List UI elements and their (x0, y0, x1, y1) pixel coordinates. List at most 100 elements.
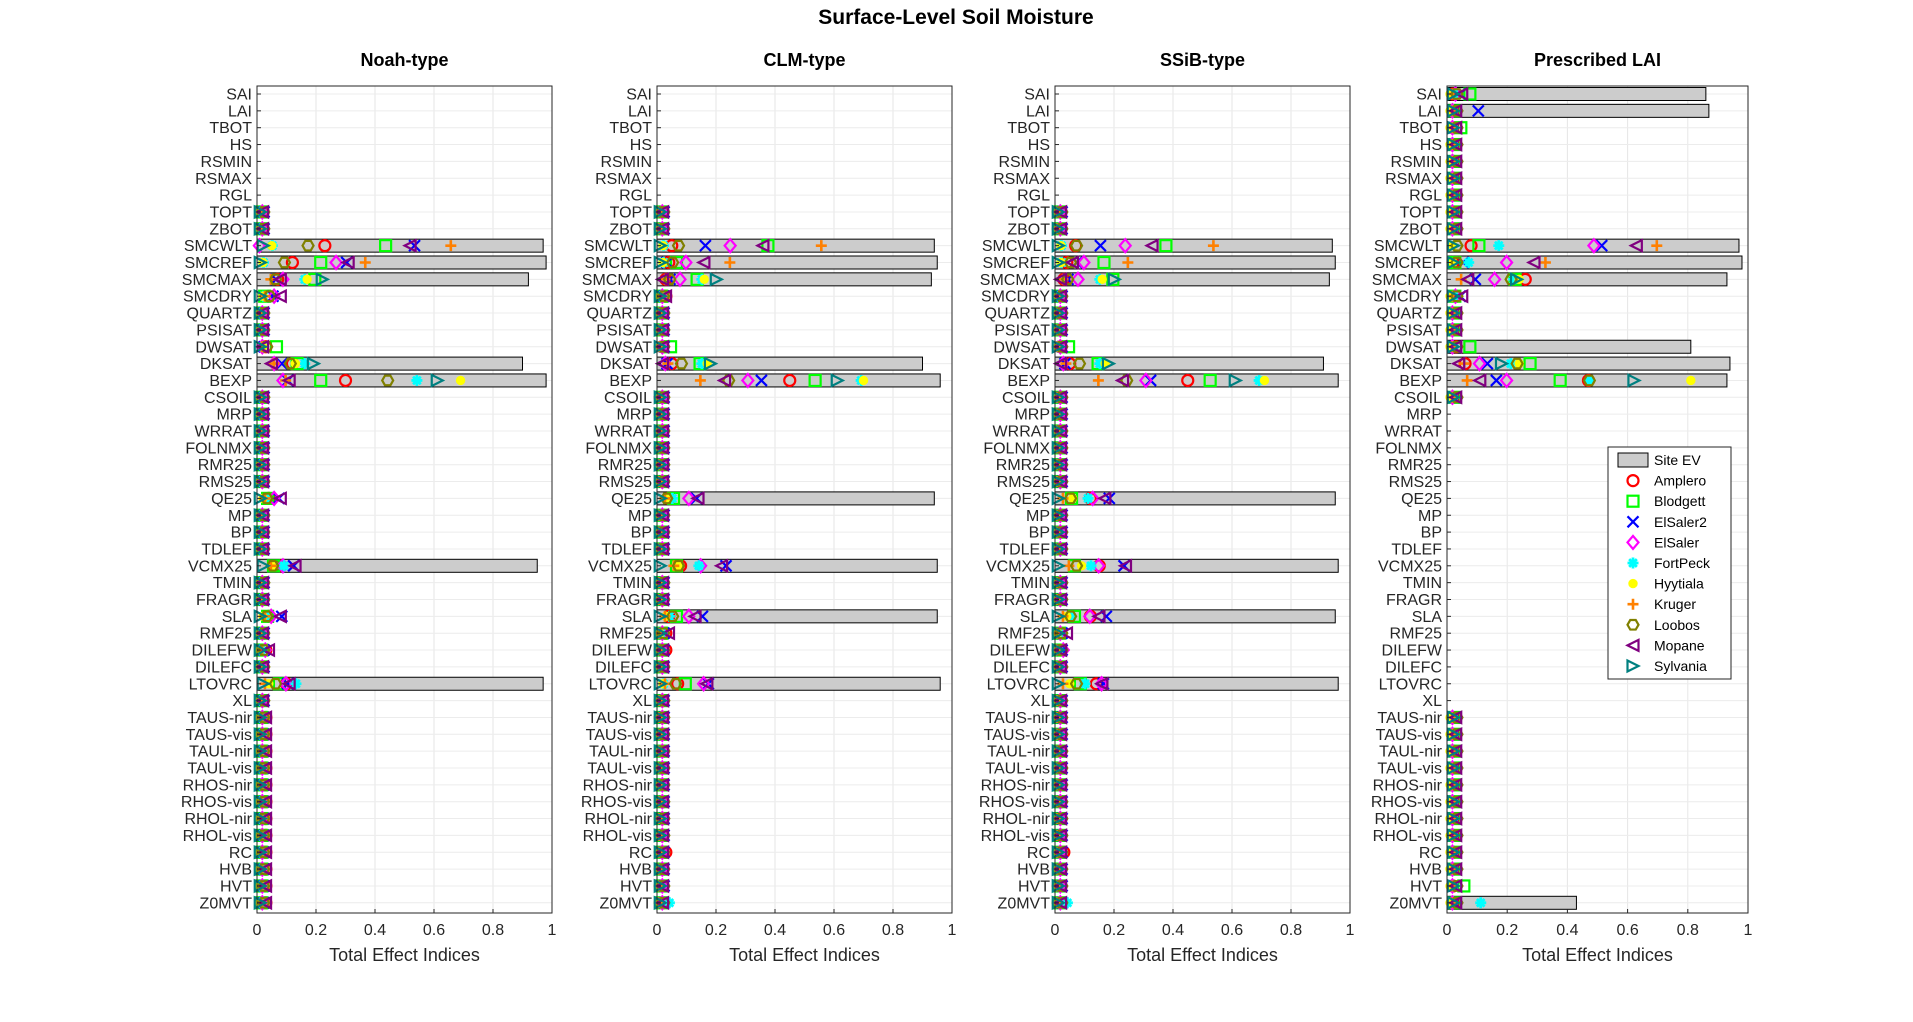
point-sylvania-quartz (253, 305, 269, 321)
point-mopane-rmf25 (660, 625, 676, 641)
series-sylvania (1051, 204, 1244, 911)
point-sylvania-rms25 (253, 474, 269, 489)
y-tick-label-taus-nir: TAUS-nir (587, 710, 652, 727)
point-sylvania-smcref (653, 255, 669, 270)
point-mopane-smcmax (272, 272, 287, 287)
point-sylvania-taus-vis (1051, 727, 1067, 742)
subplot-title: SSiB-type (1160, 50, 1245, 70)
y-tick-label-tdlef: TDLEF (1391, 541, 1442, 558)
y-tick-label-csoil: CSOIL (204, 390, 252, 407)
point-fortpeck-smcwlt (1493, 240, 1505, 252)
point-mopane-smcwlt (402, 238, 417, 253)
point-sylvania-dilefc (253, 659, 269, 675)
y-tick-label-bp: BP (631, 525, 652, 542)
y-tick-label-bp: BP (1421, 525, 1442, 542)
x-axis-label: Total Effect Indices (329, 945, 480, 965)
point-mopane-rc (257, 844, 273, 860)
point-sylvania-rhol-nir (253, 811, 269, 826)
point-mopane-hvb (257, 861, 273, 877)
point-loobos-bexp (1119, 374, 1134, 387)
y-tick-label-folnmx: FOLNMX (185, 440, 252, 457)
y-tick-label-mrp: MRP (616, 407, 652, 424)
point-sylvania-zbot (653, 221, 669, 237)
y-tick-label-bp: BP (1029, 525, 1050, 542)
legend-marker-hyytiala (1628, 578, 1638, 589)
legend-marker-elsaler (1626, 534, 1640, 551)
y-tick-label-vcmx25: VCMX25 (588, 558, 652, 575)
legend-item-elsaler2: ElSaler2 (1626, 514, 1707, 530)
y-tick-label-rhol-nir: RHOL-nir (1374, 811, 1442, 828)
y-tick-label-mp: MP (1026, 508, 1050, 525)
legend: Site EV Amplero Blodgett ElSaler2 ElSaler For… (1607, 446, 1732, 680)
point-fortpeck-bexp (1253, 374, 1265, 386)
x-axis-label: Total Effect Indices (1522, 945, 1673, 965)
bar-site-ev-smcref (256, 255, 547, 270)
point-mopane-taus-nir (257, 710, 273, 725)
point-elsaler2-smcwlt (1595, 239, 1608, 252)
legend-label: FortPeck (1654, 555, 1711, 571)
point-sylvania-rhos-nir (1051, 777, 1067, 793)
point-sylvania-taul-vis (1051, 760, 1067, 776)
y-tick-label-csoil: CSOIL (604, 390, 652, 407)
bar-site-ev-dksat (1446, 356, 1731, 371)
point-sylvania-z0mvt (653, 895, 669, 911)
point-elsaler-smcref (329, 254, 344, 271)
point-loobos-qe25 (659, 492, 674, 505)
point-blodgett-smcref (669, 255, 684, 270)
y-tick-label-taul-nir: TAUL-nir (1379, 744, 1442, 761)
y-tick-label-quartz: QUARTZ (187, 306, 253, 323)
series-sylvania (653, 204, 846, 911)
point-sylvania-smcdry (253, 288, 269, 304)
y-tick-label-dksat: DKSAT (998, 356, 1050, 373)
y-tick-label-vcmx25: VCMX25 (986, 558, 1050, 575)
legend-item-blodgett: Blodgett (1626, 493, 1705, 509)
y-tick-label-smcwlt: SMCWLT (982, 238, 1050, 255)
y-tick-label-fragr: FRAGR (196, 592, 252, 609)
point-mopane-rmf25 (1058, 625, 1074, 641)
point-fortpeck-ltovrc (1079, 678, 1091, 690)
y-tick-label-rmf25: RMF25 (998, 626, 1051, 643)
point-mopane-dksat (1052, 356, 1068, 371)
point-sylvania-tmin (1051, 575, 1067, 590)
y-tick-label-smcdry: SMCDRY (1373, 289, 1442, 306)
legend-label: Site EV (1654, 452, 1701, 468)
point-sylvania-rhol-vis (653, 828, 669, 843)
point-sylvania-csoil (1051, 390, 1067, 405)
point-sylvania-zbot (1051, 221, 1067, 237)
point-sylvania-rhos-vis (1051, 794, 1067, 809)
bar-site-ev-smcwlt (256, 238, 544, 253)
y-tick-label-smcwlt: SMCWLT (1374, 238, 1442, 255)
point-loobos-smcwlt (1069, 239, 1084, 252)
y-tick-label-taul-nir: TAUL-nir (189, 744, 252, 761)
point-sylvania-tdlef (253, 541, 269, 557)
point-sylvania-tmin (253, 575, 269, 590)
point-sylvania-qe25 (253, 491, 269, 506)
y-tick-label-wrrat: WRRAT (195, 424, 253, 441)
series-sylvania (1446, 86, 1642, 911)
point-sylvania-sla (653, 609, 669, 624)
point-sylvania-psisat (653, 322, 669, 338)
point-kruger-smcwlt (815, 240, 827, 252)
legend-label: Kruger (1654, 596, 1696, 612)
subplot-title: Noah-type (360, 50, 448, 70)
point-sylvania-qe25 (1051, 491, 1067, 506)
point-fortpeck-dksat (696, 358, 708, 370)
y-tick-label-psisat: PSISAT (1386, 322, 1442, 339)
y-tick-label-tmin: TMIN (213, 575, 252, 592)
y-tick-label-bexp: BEXP (1399, 373, 1442, 390)
point-loobos-sla (259, 610, 274, 623)
y-tick-label-folnmx: FOLNMX (983, 440, 1050, 457)
subplot-title: Prescribed LAI (1534, 50, 1661, 70)
y-tick-label-dwsat: DWSAT (195, 339, 252, 356)
y-tick-label-ltovrc: LTOVRC (1379, 676, 1442, 693)
legend-item-hyytiala: Hyytiala (1628, 576, 1704, 592)
y-tick-label-rhos-vis: RHOS-vis (979, 794, 1050, 811)
axes-frame (1054, 85, 1351, 914)
point-sylvania-hvt (1051, 878, 1067, 894)
point-elsaler2-bexp (755, 374, 768, 387)
x-axis-label: Total Effect Indices (729, 945, 880, 965)
y-tick-label-rhos-nir: RHOS-nir (183, 777, 253, 794)
legend-item-mopane: Mopane (1625, 637, 1705, 653)
point-mopane-smcdry (1453, 288, 1469, 304)
point-blodgett-bexp (314, 373, 328, 388)
